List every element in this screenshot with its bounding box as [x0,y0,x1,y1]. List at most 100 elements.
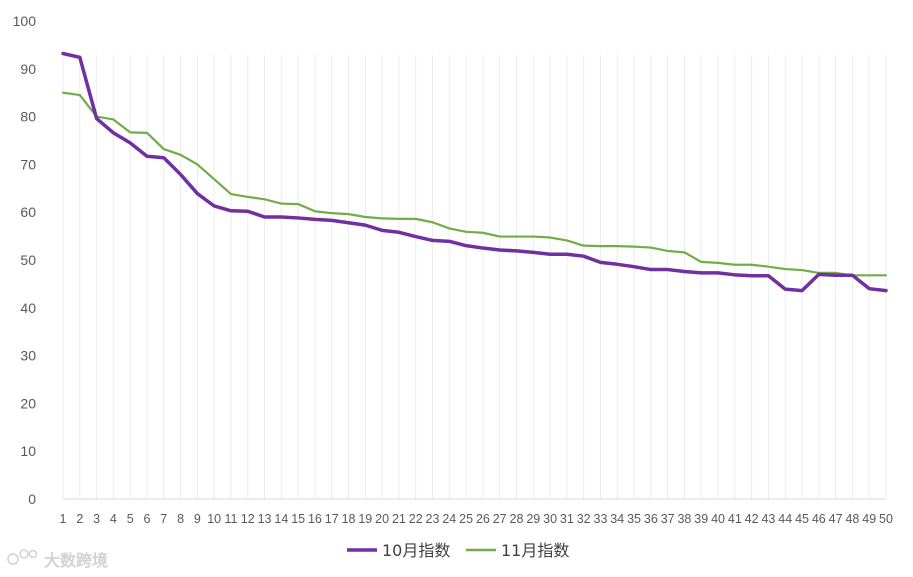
data-point-s1-36 [650,268,652,271]
legend-item-series-1: 10月指数 [347,541,450,560]
legend-item-series-2: 11月指数 [466,541,569,560]
data-point-s1-3 [95,117,98,120]
data-point-s1-22 [415,235,417,238]
data-point-s2-11 [230,193,232,195]
data-point-s1-10 [213,205,215,207]
data-point-s2-28 [515,235,518,238]
data-point-s1-19 [364,224,366,226]
x-tick-label-3: 3 [93,512,100,526]
x-tick-label-12: 12 [241,512,255,526]
x-tick-label-18: 18 [342,512,356,526]
x-tick-label-37: 37 [661,512,675,526]
x-tick-label-47: 47 [829,512,843,526]
data-point-s1-23 [431,239,434,242]
data-point-s1-7 [163,157,165,159]
series-points-1 [62,52,887,292]
data-point-s1-38 [683,270,686,273]
data-point-s1-9 [196,192,198,195]
data-point-s2-7 [163,148,165,150]
data-point-s2-37 [667,250,669,252]
data-point-s2-50 [885,274,887,276]
data-point-s1-41 [734,274,736,276]
x-tick-label-42: 42 [745,512,759,526]
x-tick-label-1: 1 [60,512,67,526]
data-point-s1-2 [79,56,81,58]
legend-label-series-2: 11月指数 [501,541,569,560]
data-point-s1-18 [347,222,350,224]
data-point-s1-21 [398,231,400,233]
x-tick-label-9: 9 [194,512,201,526]
x-tick-label-35: 35 [627,512,641,526]
x-tick-label-14: 14 [274,512,288,526]
x-tick-label-30: 30 [543,512,557,526]
x-tick-label-31: 31 [560,512,574,526]
data-point-s2-49 [868,274,870,276]
data-point-s2-1 [62,92,64,94]
data-point-s1-4 [112,132,114,134]
data-point-s1-17 [331,219,333,221]
x-tick-label-15: 15 [291,512,305,526]
data-point-s2-34 [616,245,618,247]
data-point-s1-12 [247,210,249,212]
data-point-s2-18 [347,213,350,215]
x-tick-label-43: 43 [761,512,775,526]
x-tick-label-8: 8 [177,512,184,526]
x-tick-label-48: 48 [845,512,859,526]
data-point-s2-38 [683,251,686,253]
x-tick-label-32: 32 [577,512,591,526]
x-tick-label-34: 34 [610,512,624,526]
y-tick-label-100: 100 [13,13,37,29]
data-point-s1-16 [314,218,316,220]
y-tick-label-60: 60 [20,204,36,220]
data-point-s2-25 [465,231,467,233]
data-point-s2-4 [112,118,114,121]
series-points-2 [62,92,887,276]
x-tick-label-7: 7 [160,512,167,526]
data-point-s2-39 [700,261,702,263]
x-tick-label-29: 29 [526,512,540,526]
x-tick-label-22: 22 [409,512,423,526]
vertical-gridlines [62,55,887,499]
data-point-s1-43 [767,275,770,277]
data-point-s2-44 [784,268,786,270]
data-point-s2-23 [431,221,434,223]
data-point-s2-14 [280,202,282,205]
x-tick-label-20: 20 [375,512,389,526]
y-tick-label-0: 0 [28,491,36,507]
watermark-logo-icon [7,549,38,565]
x-tick-label-19: 19 [358,512,372,526]
x-tick-label-45: 45 [795,512,809,526]
x-tick-label-4: 4 [110,512,117,526]
data-point-s2-45 [801,269,803,271]
data-point-s2-16 [314,210,316,212]
watermark-text: 大数跨境 [44,551,108,570]
data-point-s1-33 [599,261,602,263]
data-point-s1-45 [801,289,803,292]
data-point-s1-30 [549,253,551,255]
x-tick-label-28: 28 [510,512,524,526]
data-point-s1-37 [667,268,669,271]
data-point-s1-50 [885,289,887,292]
x-tick-label-27: 27 [493,512,507,526]
x-tick-label-10: 10 [207,512,221,526]
data-point-s2-2 [79,94,81,96]
y-tick-label-30: 30 [20,348,36,364]
x-tick-label-38: 38 [677,512,691,526]
data-point-s2-19 [364,216,366,218]
data-point-s2-42 [751,264,753,266]
data-point-s1-6 [146,155,148,157]
x-tick-label-49: 49 [862,512,876,526]
x-tick-label-23: 23 [426,512,440,526]
data-point-s1-32 [583,255,585,257]
data-point-s2-47 [835,272,837,274]
x-tick-label-36: 36 [644,512,658,526]
x-tick-label-11: 11 [224,512,237,526]
series-lines [61,51,888,293]
data-point-s1-46 [818,273,820,275]
x-axis-tick-labels: 1 2 3 4 5 6 7 8 9 10 11 12 13 14 15 16 17 18 19 20 21 22 23 24 2… [60,512,893,526]
data-point-s1-24 [448,240,450,242]
x-tick-label-24: 24 [442,512,456,526]
data-point-s2-41 [734,264,736,266]
x-tick-label-46: 46 [812,512,826,526]
y-tick-label-90: 90 [20,61,36,77]
